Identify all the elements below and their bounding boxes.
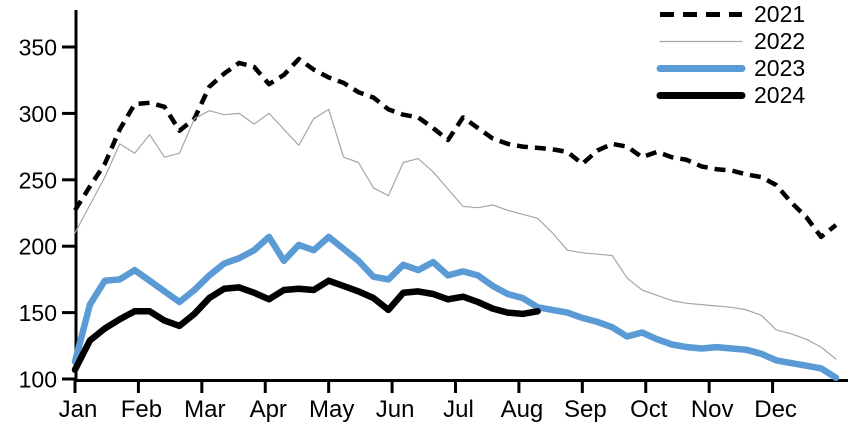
- x-tick-label-Apr: Apr: [250, 396, 287, 423]
- legend-item-2023: 2023: [654, 55, 805, 82]
- legend-item-2024: 2024: [654, 82, 805, 109]
- legend-label-2024: 2024: [754, 82, 806, 108]
- x-tick-label-May: May: [309, 396, 354, 423]
- legend-sample-2022-thin-line: [659, 40, 743, 43]
- x-tick-label-Mar: Mar: [184, 396, 225, 423]
- x-tick-label-Feb: Feb: [121, 396, 162, 423]
- legend-item-2022: 2022: [654, 28, 805, 55]
- x-tick-label-Oct: Oct: [630, 396, 668, 423]
- y-tick-label-150: 150: [19, 300, 57, 326]
- legend: 2021 2022 2023 2024: [654, 1, 805, 109]
- y-tick-label-100: 100: [19, 367, 57, 393]
- x-tick-label-Sep: Sep: [564, 396, 607, 423]
- legend-sample-2023-blue-line: [656, 65, 746, 72]
- y-tick-label-250: 250: [19, 167, 57, 193]
- legend-item-2021: 2021: [654, 1, 805, 28]
- series-2023-line: [71, 233, 840, 381]
- x-tick-label-Jul: Jul: [443, 396, 474, 423]
- y-tick-label-350: 350: [19, 35, 57, 61]
- x-tick-label-Aug: Aug: [501, 396, 544, 423]
- y-tick-label-200: 200: [19, 234, 57, 260]
- legend-label-2022: 2022: [754, 28, 806, 54]
- x-tick-label-Jan: Jan: [59, 396, 98, 423]
- series-2021-line: [73, 56, 838, 240]
- legend-label-2023: 2023: [754, 55, 806, 81]
- legend-sample-2021-dashed-line: [660, 12, 742, 17]
- y-tick-label-300: 300: [19, 101, 57, 127]
- legend-sample-2024-black-line: [656, 92, 746, 99]
- x-tick-label-Dec: Dec: [754, 396, 797, 423]
- x-tick-label-Nov: Nov: [691, 396, 734, 423]
- x-tick-label-Jun: Jun: [376, 396, 415, 423]
- series-2024-line: [71, 277, 541, 373]
- legend-label-2021: 2021: [754, 1, 806, 27]
- series-2022-line: [74, 108, 837, 360]
